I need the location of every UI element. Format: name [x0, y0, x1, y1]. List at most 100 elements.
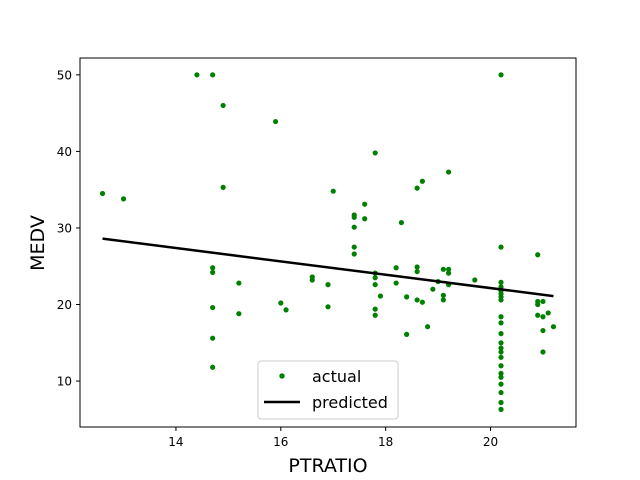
actual-point — [498, 279, 504, 285]
actual-point — [540, 327, 546, 334]
actual-point — [445, 270, 452, 276]
actual-point — [362, 201, 368, 207]
actual-point — [404, 331, 410, 337]
legend-label-actual: actual — [312, 367, 361, 386]
data-layer — [99, 72, 557, 412]
legend-marker-actual — [279, 373, 285, 379]
actual-point — [210, 265, 216, 271]
actual-point — [498, 331, 504, 337]
actual-point — [210, 335, 216, 341]
actual-point — [330, 188, 336, 194]
predicted-line — [102, 237, 554, 298]
actual-point — [325, 282, 331, 288]
actual-point — [194, 72, 200, 78]
actual-point — [419, 178, 425, 184]
actual-point — [498, 340, 504, 346]
actual-point — [440, 297, 446, 303]
actual-point — [393, 280, 399, 286]
plot-area — [79, 57, 577, 428]
actual-point — [540, 298, 546, 305]
actual-point — [498, 399, 504, 406]
actual-point — [372, 275, 378, 281]
actual-point — [440, 266, 446, 272]
legend-frame — [257, 360, 399, 420]
actual-point — [498, 297, 504, 303]
actual-point — [414, 185, 420, 191]
actual-point — [498, 354, 504, 360]
actual-point — [445, 266, 452, 272]
actual-point — [430, 286, 436, 292]
actual-point — [540, 349, 546, 355]
x-tick-label: 18 — [378, 435, 393, 449]
y-tick-label: 40 — [57, 145, 72, 159]
actual-point — [535, 301, 541, 308]
actual-point — [99, 190, 106, 197]
y-tick-label: 30 — [57, 221, 72, 235]
y-tick-label: 50 — [57, 68, 72, 82]
actual-point — [210, 269, 216, 275]
actual-point — [220, 102, 226, 109]
actual-point — [272, 118, 279, 125]
y-tick-label: 20 — [57, 298, 72, 312]
actual-point — [498, 349, 504, 355]
x-axis-label: PTRATIO — [288, 455, 367, 477]
actual-point — [498, 345, 504, 351]
actual-point — [535, 252, 541, 258]
x-tick-label: 14 — [168, 435, 183, 449]
actual-point — [351, 244, 357, 250]
actual-point — [325, 304, 331, 310]
actual-point — [351, 251, 357, 257]
actual-point — [419, 299, 425, 305]
actual-point — [309, 277, 315, 283]
actual-point — [498, 314, 504, 320]
actual-point — [120, 196, 127, 202]
actual-point — [377, 293, 384, 299]
actual-point — [210, 364, 216, 370]
actual-point — [351, 224, 357, 230]
y-axis-ticks: 10 20 30 40 50 — [57, 68, 80, 389]
actual-point — [498, 244, 504, 250]
actual-point — [278, 300, 284, 306]
actual-point — [210, 72, 216, 78]
x-axis-ticks: 14 16 18 20 — [168, 427, 498, 449]
actual-point — [440, 292, 446, 298]
actual-point — [498, 72, 504, 78]
actual-point — [398, 219, 405, 226]
actual-point — [550, 324, 557, 330]
actual-point — [498, 370, 504, 377]
actual-point — [498, 406, 504, 412]
actual-point — [372, 306, 378, 312]
actual-point — [472, 277, 478, 283]
actual-point — [414, 268, 420, 275]
x-tick-label: 16 — [273, 435, 288, 449]
actual-point — [210, 304, 216, 311]
actual-point — [362, 216, 368, 222]
actual-point — [540, 314, 546, 320]
actual-point — [445, 169, 452, 175]
actual-point — [498, 320, 504, 326]
actual-point — [220, 184, 226, 190]
y-axis-label: MEDV — [27, 215, 49, 271]
actual-point — [283, 307, 289, 313]
actual-point — [535, 312, 541, 318]
actual-point — [372, 312, 378, 318]
actual-point — [498, 363, 504, 369]
actual-point — [414, 264, 420, 270]
y-tick-label: 10 — [57, 375, 72, 389]
actual-point — [545, 310, 551, 316]
actual-point — [393, 265, 399, 271]
actual-point — [425, 324, 431, 330]
actual-point — [351, 214, 357, 220]
legend-label-predicted: predicted — [312, 393, 388, 412]
actual-point — [372, 282, 378, 288]
actual-point — [498, 374, 504, 380]
actual-point — [404, 294, 410, 300]
x-tick-label: 20 — [483, 435, 498, 449]
actual-point — [372, 150, 378, 156]
actual-point — [236, 280, 242, 286]
actual-point — [498, 389, 504, 396]
actual-point — [498, 381, 504, 387]
legend: actual predicted — [257, 360, 399, 420]
actual-point — [236, 311, 242, 317]
